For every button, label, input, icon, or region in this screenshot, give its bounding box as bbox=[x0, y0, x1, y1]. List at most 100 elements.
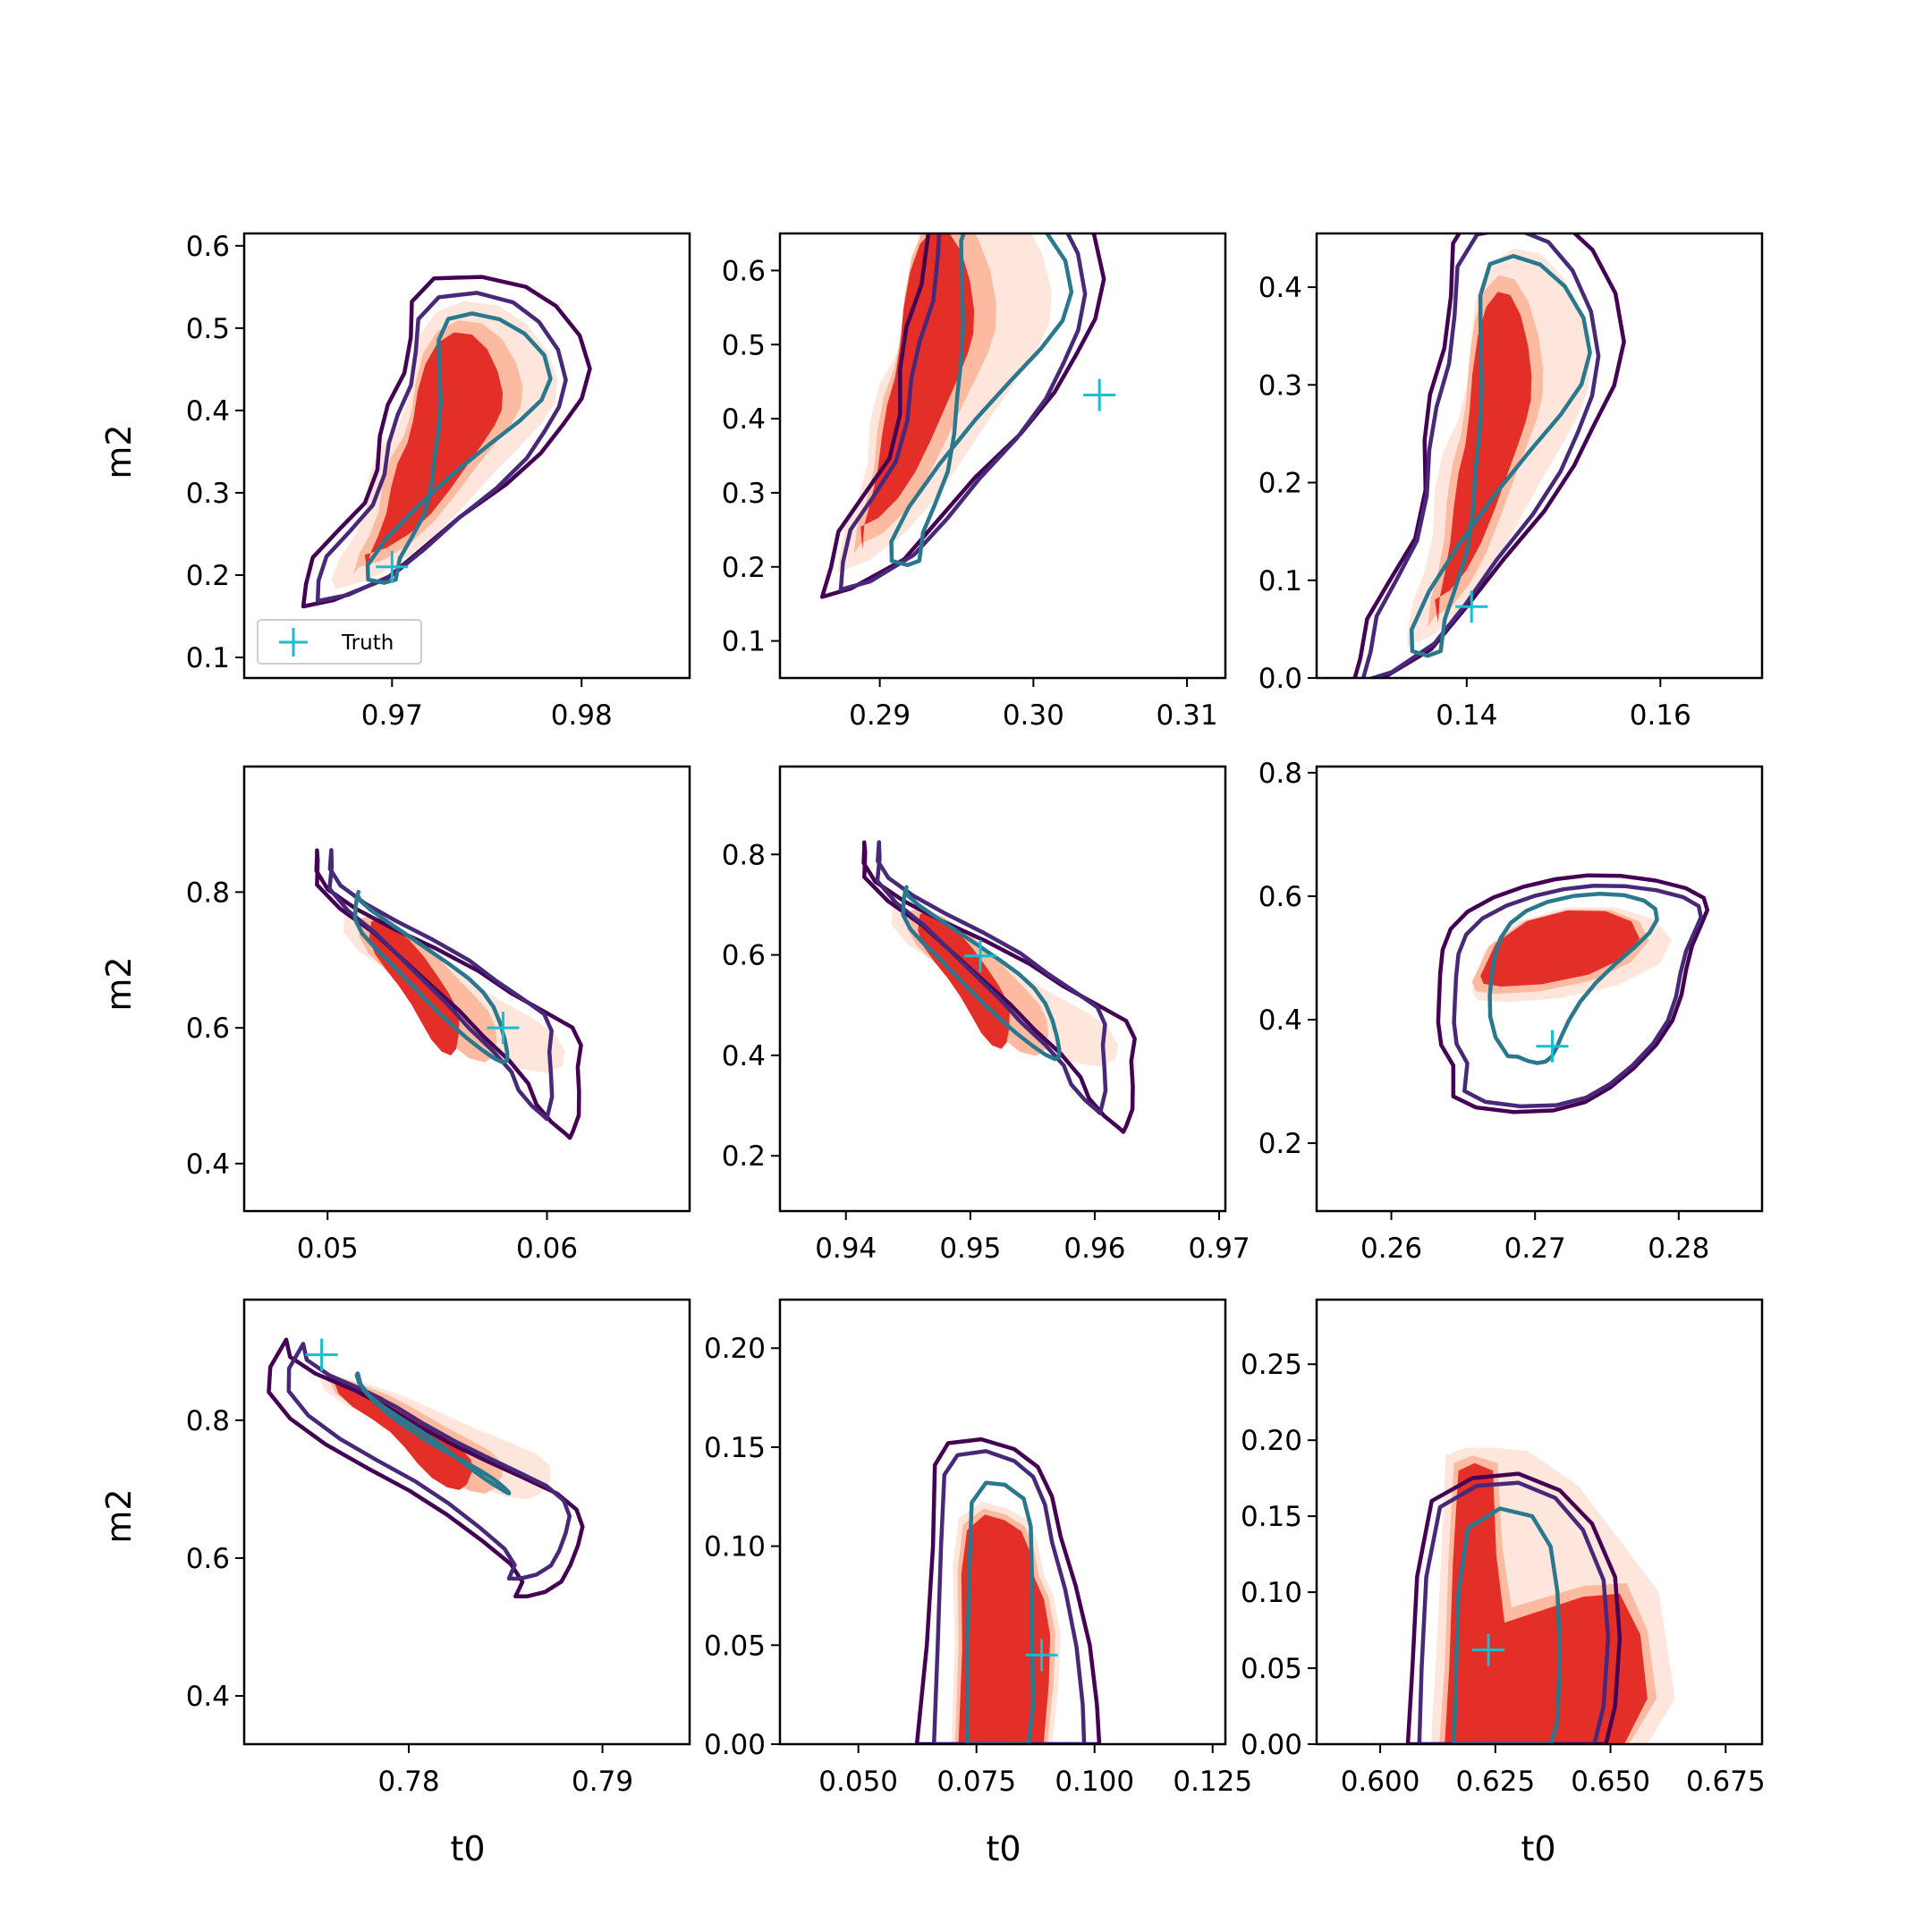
panel-3-3-ytick-label: 0.05 bbox=[1241, 1653, 1302, 1685]
panel-3-1-ytick-label: 0.4 bbox=[186, 1681, 230, 1713]
panel-3-3-contour-line-1 bbox=[1405, 1471, 1623, 1744]
panel-2-1-ytick-label: 0.8 bbox=[186, 877, 230, 909]
panel-2-3-ytick-label: 0.6 bbox=[1258, 881, 1302, 913]
panel-1-3-ytick-label: 0.0 bbox=[1258, 663, 1302, 695]
panel-1-3-xtick-label: 0.14 bbox=[1436, 699, 1497, 732]
panel-1-1-xtick-label: 0.97 bbox=[361, 699, 423, 732]
ylabel-row-1: m2 bbox=[99, 424, 139, 479]
panel-2-3-ytick-label: 0.2 bbox=[1258, 1128, 1302, 1160]
panel-1-2-xtick-label: 0.31 bbox=[1157, 699, 1218, 732]
panel-2-2-plot-area bbox=[861, 840, 1137, 1134]
panel-3-1-contour-line-1 bbox=[267, 1337, 585, 1599]
panel-3-3-xtick-label: 0.675 bbox=[1686, 1766, 1766, 1798]
panel-2-3-contour-line-3 bbox=[1487, 891, 1659, 1065]
panel-2-2-contour-line-3 bbox=[901, 885, 1062, 1062]
panel-2-3-xtick-label: 0.26 bbox=[1360, 1233, 1422, 1265]
panel-2-1-truth-marker bbox=[487, 1012, 520, 1045]
panel-1-3-xtick-label: 0.16 bbox=[1630, 699, 1691, 732]
panel-3-1-xtick-label: 0.78 bbox=[378, 1766, 440, 1798]
panel-3-3-frame bbox=[1315, 1298, 1764, 1746]
panel-1-2-ytick-label: 0.4 bbox=[722, 403, 766, 436]
panel-1-2-xtick-label: 0.30 bbox=[1003, 699, 1064, 732]
panel-1-3-contour-line-3 bbox=[1409, 253, 1592, 658]
panel-3-2-xtick-label: 0.100 bbox=[1055, 1766, 1134, 1798]
panel-2-2: 0.94 0.95 0.96 0.97 0.2 0.4 0.6 0.8 bbox=[722, 765, 1250, 1265]
panel-1-3-contour-line-1 bbox=[1352, 233, 1626, 678]
panel-1-1-ytick-label: 0.4 bbox=[186, 395, 230, 428]
panel-2-3-credible-region-3 bbox=[1480, 911, 1640, 987]
panel-3-1-truth-marker bbox=[305, 1338, 338, 1371]
panel-1-3: 0.14 0.16 0.0 0.1 0.2 0.3 0.4 bbox=[1258, 232, 1764, 732]
ylabel-row-3: m2 bbox=[99, 1488, 139, 1543]
panel-3-1: 0.78 0.79 0.4 0.6 0.8 bbox=[186, 1298, 691, 1798]
panel-3-2-frame bbox=[778, 1298, 1227, 1746]
ylabel-row-2: m2 bbox=[99, 956, 139, 1011]
panel-2-1-ytick-label: 0.6 bbox=[186, 1013, 230, 1045]
panel-2-1-frame bbox=[242, 765, 691, 1213]
legend-box bbox=[257, 619, 422, 665]
panel-1-2-contour-line-3 bbox=[889, 233, 1074, 568]
panel-2-2-xtick-label: 0.96 bbox=[1063, 1233, 1125, 1265]
panel-3-1-contour-line-3 bbox=[354, 1371, 512, 1496]
panel-1-2-xtick-label: 0.29 bbox=[849, 699, 911, 732]
panel-3-2-ytick-label: 0.10 bbox=[704, 1531, 766, 1563]
panel-2-3-contour-line-1 bbox=[1436, 873, 1710, 1114]
panel-2-2-ytick-label: 0.6 bbox=[722, 940, 766, 972]
panel-2-1-xtick-label: 0.06 bbox=[516, 1233, 578, 1265]
panel-3-3-xtick-label: 0.625 bbox=[1455, 1766, 1535, 1798]
panel-3-3-contour-line-3 bbox=[1452, 1506, 1563, 1744]
panel-2-3-truth-marker bbox=[1536, 1030, 1569, 1063]
panel-2-1-contour-line-3 bbox=[352, 889, 510, 1065]
panel-3-3-xtick-label: 0.650 bbox=[1571, 1766, 1650, 1798]
panel-1-3-frame bbox=[1315, 232, 1764, 680]
panel-1-2-plot-area bbox=[819, 233, 1116, 599]
panel-3-3-ytick-label: 0.00 bbox=[1241, 1729, 1302, 1761]
panel-2-3-plot-area bbox=[1436, 873, 1710, 1114]
panel-2-2-xtick-label: 0.94 bbox=[815, 1233, 877, 1265]
panel-1-2-contour-line-1 bbox=[819, 233, 1106, 599]
panel-2-3-ytick-label: 0.4 bbox=[1258, 1004, 1302, 1037]
panel-1-2-ytick-label: 0.5 bbox=[722, 329, 766, 361]
panel-3-1-contour-line-2 bbox=[286, 1342, 572, 1581]
panel-3-2-contour-line-1 bbox=[914, 1436, 1102, 1744]
panel-3-3-plot-area bbox=[1405, 1447, 1675, 1744]
panel-3-3-contour-line-2 bbox=[1417, 1480, 1611, 1744]
panel-2-1: 0.05 0.06 0.4 0.6 0.8 bbox=[186, 765, 691, 1265]
panel-1-2-truth-marker bbox=[1083, 378, 1116, 411]
panel-1-1-ytick-label: 0.5 bbox=[186, 313, 230, 345]
panel-1-3-truth-marker bbox=[1455, 590, 1488, 623]
panel-3-2-credible-region-3 bbox=[958, 1514, 1051, 1744]
panel-3-2-ytick-label: 0.15 bbox=[704, 1432, 766, 1464]
panel-2-2-ytick-label: 0.2 bbox=[722, 1140, 766, 1173]
panel-3-3-ytick-label: 0.10 bbox=[1241, 1577, 1302, 1609]
panel-2-3-contour-line-2 bbox=[1452, 884, 1703, 1109]
panel-3-3-xtick-label: 0.600 bbox=[1341, 1766, 1420, 1798]
panel-2-2-credible-region-3 bbox=[918, 910, 1010, 1049]
panel-2-3-frame bbox=[1315, 765, 1764, 1213]
panel-1-1-xtick-label: 0.98 bbox=[551, 699, 613, 732]
panel-1-1-frame bbox=[242, 232, 691, 680]
panel-2-2-xtick-label: 0.95 bbox=[939, 1233, 1001, 1265]
panel-3-1-xtick-label: 0.79 bbox=[572, 1766, 633, 1798]
panel-2-2-ytick-label: 0.8 bbox=[722, 839, 766, 871]
panel-3-2-xtick-label: 0.050 bbox=[818, 1766, 898, 1798]
panel-2-2-ytick-label: 0.4 bbox=[722, 1040, 766, 1072]
panel-1-2-ytick-label: 0.1 bbox=[722, 626, 766, 658]
panel-3-1-credible-region-3 bbox=[333, 1377, 472, 1490]
panel-3-2-xtick-label: 0.125 bbox=[1173, 1766, 1252, 1798]
panel-1-1-ytick-label: 0.1 bbox=[186, 642, 230, 674]
legend-label-truth: Truth bbox=[341, 631, 394, 655]
panel-3-3-ytick-label: 0.20 bbox=[1241, 1425, 1302, 1457]
panel-2-3-ytick-label: 0.8 bbox=[1258, 758, 1302, 790]
panel-3-3-credible-region-3 bbox=[1445, 1462, 1648, 1744]
panel-3-2-contour-line-2 bbox=[931, 1449, 1087, 1744]
panel-3-3-ytick-label: 0.15 bbox=[1241, 1501, 1302, 1533]
panel-3-2-truth-marker bbox=[1025, 1639, 1058, 1672]
legend: Truth bbox=[257, 619, 422, 665]
panel-2-1-ytick-label: 0.4 bbox=[186, 1148, 230, 1181]
legend-truth-marker bbox=[279, 628, 308, 657]
panel-1-2-ytick-label: 0.6 bbox=[722, 255, 766, 287]
panels-layer: 0.97 0.980.10.20.30.40.50.60.29 0.30 0.310.… bbox=[186, 231, 1766, 1798]
panel-2-3: 0.26 0.27 0.28 0.2 0.4 0.6 0.8 bbox=[1258, 758, 1764, 1265]
